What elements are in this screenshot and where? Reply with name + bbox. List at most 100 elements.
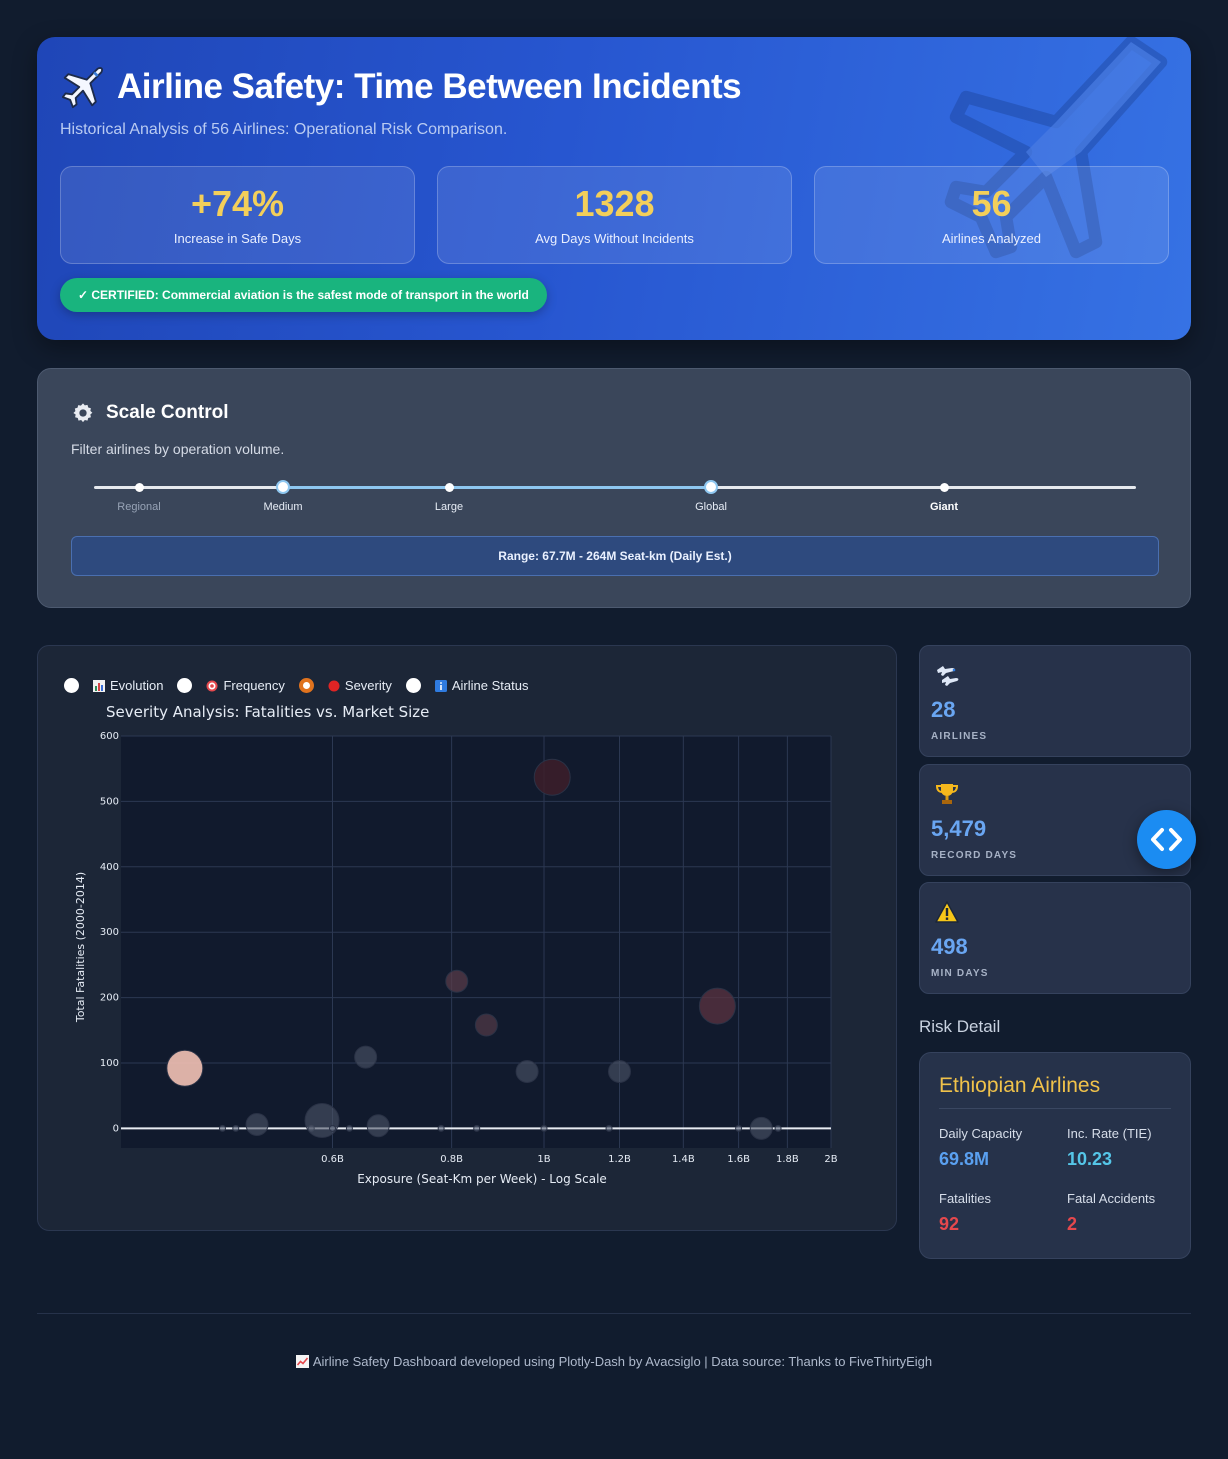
footer-text: Airline Safety Dashboard developed using… xyxy=(312,1354,933,1369)
range-readout: Range: 67.7M - 264M Seat-km (Daily Est.) xyxy=(71,536,1159,576)
data-point xyxy=(304,1103,340,1139)
code-brackets-icon xyxy=(1151,828,1182,851)
bar-chart-icon xyxy=(93,679,105,692)
y-tick-label: 100 xyxy=(100,1058,119,1069)
rate-label: Inc. Rate (TIE) xyxy=(1067,1126,1152,1141)
slider-label-large[interactable]: Large xyxy=(434,501,464,513)
kpi-card-avg-days: 1328 Avg Days Without Incidents xyxy=(437,166,792,264)
data-point xyxy=(474,1013,498,1037)
slider-mark-giant[interactable] xyxy=(939,483,949,492)
volume-range-slider[interactable] xyxy=(94,480,1136,494)
data-point xyxy=(515,1059,539,1083)
x-tick-label: 0.8B xyxy=(440,1154,463,1165)
radio-frequency[interactable] xyxy=(177,678,193,693)
radio-severity-selected[interactable] xyxy=(298,678,314,693)
slider-handle-lower[interactable] xyxy=(276,480,290,494)
x-tick-label: 2B xyxy=(824,1154,837,1165)
data-point xyxy=(774,1124,782,1132)
data-point xyxy=(218,1124,226,1132)
divider xyxy=(939,1108,1171,1109)
tab-frequency[interactable]: Frequency xyxy=(177,678,285,693)
slider-label-giant[interactable]: Giant xyxy=(929,501,959,513)
plot-background xyxy=(121,736,831,1148)
airline-icon xyxy=(937,666,959,686)
stat-label: AIRLINES xyxy=(931,731,988,742)
capacity-value: 69.8M xyxy=(939,1149,990,1169)
red-circle-icon xyxy=(328,680,340,691)
target-icon xyxy=(206,680,218,691)
radio-airline-status[interactable] xyxy=(405,678,421,693)
page-subtitle: Historical Analysis of 56 Airlines: Oper… xyxy=(60,121,508,138)
data-point xyxy=(166,1049,204,1087)
certified-badge: ✓ CERTIFIED: Commercial aviation is the … xyxy=(60,278,547,312)
slider-mark-regional[interactable] xyxy=(134,483,144,492)
stat-card-airlines: 28 AIRLINES xyxy=(919,645,1191,757)
chart-trend-icon xyxy=(295,1355,309,1368)
kpi-label: Airlines Analyzed xyxy=(942,231,1041,246)
data-point xyxy=(540,1124,548,1132)
x-tick-label: 1.2B xyxy=(608,1154,631,1165)
kpi-label: Avg Days Without Incidents xyxy=(535,231,694,246)
chart-tab-selector: Evolution Frequency Severity Airline Sta… xyxy=(64,678,542,693)
tab-severity[interactable]: Severity xyxy=(298,678,392,693)
slider-label-global[interactable]: Global xyxy=(695,501,727,513)
tab-airline-status-label: Airline Status xyxy=(451,678,529,693)
x-tick-label: 1.8B xyxy=(776,1154,799,1165)
hero-banner: Airline Safety: Time Between Incidents H… xyxy=(37,37,1191,340)
page-title: Airline Safety: Time Between Incidents xyxy=(117,67,742,106)
warning-icon xyxy=(935,901,959,923)
data-point xyxy=(607,1059,631,1083)
chart-card: Evolution Frequency Severity Airline Sta… xyxy=(37,645,897,1231)
severity-scatter-chart[interactable]: 0.6B 0.8B 1B 1.2B 1.4B 1.6B 1.8B 2B 0 100 200 300 40… xyxy=(38,646,898,1232)
radio-evolution[interactable] xyxy=(64,678,79,693)
hero-airplane-watermark-icon xyxy=(944,37,1168,259)
data-point xyxy=(698,987,736,1025)
slider-mark-large[interactable] xyxy=(444,483,454,492)
tab-evolution[interactable]: Evolution xyxy=(64,678,163,693)
rate-value: 10.23 xyxy=(1067,1149,1113,1169)
data-point xyxy=(533,758,571,796)
tab-airline-status[interactable]: Airline Status xyxy=(405,678,529,693)
data-point xyxy=(749,1116,773,1140)
data-point xyxy=(605,1124,613,1132)
slider-selected-range xyxy=(283,486,711,489)
y-tick-label: 200 xyxy=(100,993,119,1004)
scale-control-title: Scale Control xyxy=(106,402,229,423)
slider-handle-upper[interactable] xyxy=(704,480,718,494)
tab-frequency-label: Frequency xyxy=(223,678,285,693)
slider-label-medium[interactable]: Medium xyxy=(263,501,303,513)
kpi-card-safe-days: +74% Increase in Safe Days xyxy=(60,166,415,264)
stat-value: 498 xyxy=(931,934,968,959)
tab-severity-label: Severity xyxy=(344,678,392,693)
data-point xyxy=(354,1045,378,1069)
data-point xyxy=(366,1114,390,1138)
y-tick-label: 400 xyxy=(100,862,119,873)
x-tick-label: 1B xyxy=(537,1154,550,1165)
scale-control-header: Scale Control xyxy=(72,402,228,424)
data-point xyxy=(232,1124,240,1132)
kpi-card-airlines: 56 Airlines Analyzed xyxy=(814,166,1169,264)
scale-control-panel: Scale Control Filter airlines by operati… xyxy=(37,368,1191,608)
fatalities-label: Fatalities xyxy=(939,1191,992,1206)
page-title-row: Airline Safety: Time Between Incidents xyxy=(61,65,742,109)
kpi-value: 56 xyxy=(971,183,1012,224)
data-point xyxy=(345,1124,353,1132)
footer: Airline Safety Dashboard developed using… xyxy=(0,1354,1228,1369)
x-tick-label: 0.6B xyxy=(321,1154,344,1165)
slider-label-regional[interactable]: Regional xyxy=(117,501,161,513)
capacity-label: Daily Capacity xyxy=(939,1126,1023,1141)
data-point xyxy=(437,1124,445,1132)
data-point xyxy=(329,1124,337,1132)
y-tick-label: 600 xyxy=(100,731,119,742)
trophy-icon xyxy=(935,784,959,804)
kpi-value: +74% xyxy=(190,183,285,224)
info-icon xyxy=(434,679,447,692)
fatalities-value: 92 xyxy=(939,1214,960,1234)
kpi-value: 1328 xyxy=(574,183,655,224)
x-tick-label: 1.4B xyxy=(672,1154,695,1165)
risk-detail-heading: Risk Detail xyxy=(919,1017,1001,1036)
footer-divider xyxy=(37,1313,1191,1314)
fatal-accidents-label: Fatal Accidents xyxy=(1067,1191,1156,1206)
data-point xyxy=(445,969,469,993)
code-toggle-button[interactable] xyxy=(1137,810,1196,869)
